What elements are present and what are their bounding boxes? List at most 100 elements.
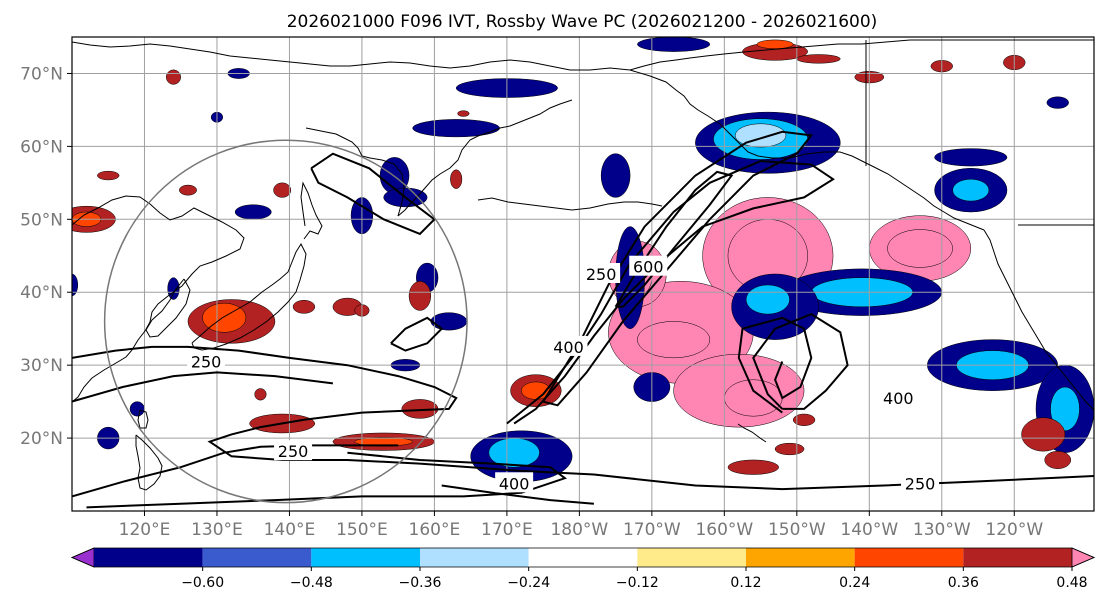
projection-circle [103, 139, 468, 504]
anomaly-blob-44 [1046, 96, 1069, 109]
anomaly-blob-24 [412, 119, 500, 138]
colorbar-box-2 [311, 548, 420, 567]
contour-label-6: 250 [586, 265, 617, 284]
contour-label-bg-3 [495, 472, 534, 493]
colorbar-box-8 [963, 548, 1072, 567]
x-tick-label-3: 150°E [336, 520, 388, 540]
coastline-north-america-west [983, 229, 1094, 411]
x-tick-label-1: 130°E [191, 520, 243, 540]
coastline-japan [191, 242, 307, 351]
map-area: 250 250 250 400 400 400 250 600 [72, 37, 1094, 511]
anomaly-blob-27 [934, 148, 1008, 167]
anomaly-blob-58 [408, 281, 432, 311]
colorbar-extend-low [70, 547, 95, 568]
contour-label-7: 600 [633, 258, 664, 277]
x-tick-label-9: 150°W [768, 520, 826, 540]
anomaly-blob-1 [887, 229, 953, 268]
colorbar-box-3 [420, 548, 529, 567]
colorbar-tick-label-8: 0.48 [1056, 575, 1087, 591]
contour-label-bg-5 [879, 386, 918, 407]
colorbar-box-7 [854, 548, 964, 567]
x-tick-label-4: 160°E [409, 520, 461, 540]
contour-label-bg-1 [187, 350, 226, 371]
contour-label-1: 250 [191, 353, 222, 372]
y-tick-label-2: 40°N [20, 283, 63, 303]
contour-label-2: 250 [905, 474, 936, 493]
ivt-contour-7 [506, 159, 835, 425]
x-tick-label-10: 140°W [840, 520, 898, 540]
anomaly-blob-61 [450, 169, 463, 189]
chart-title: 2026021000 F096 IVT, Rossby Wave PC (202… [287, 12, 878, 32]
coastline-taiwan [137, 409, 149, 429]
x-tick-label-8: 160°W [695, 520, 753, 540]
coastline-east-asia [72, 195, 245, 403]
ivt-contour-1 [72, 371, 334, 403]
coastline-kamchatka [397, 99, 573, 217]
x-axis-ticks: 120°E 130°E 140°E 150°E 160°E 170°E 180°W 170°W… [119, 511, 1043, 540]
contour-label-bg-0 [274, 440, 313, 461]
anomaly-blob-34 [637, 37, 711, 52]
colorbar-box-1 [202, 548, 312, 567]
colorbar-tick-label-1: −0.48 [290, 575, 333, 591]
y-axis-ticks: 20°N 30°N 40°N 50°N 60°N 70°N [20, 64, 72, 449]
anomaly-blob-65 [165, 69, 181, 85]
anomaly-blob-18 [1050, 386, 1080, 432]
coastline-alaska [629, 69, 985, 231]
anomaly-blob-75 [727, 459, 779, 475]
x-tick-label-0: 120°E [119, 520, 171, 540]
anomaly-blob-20 [745, 284, 790, 315]
anomaly-blob-30 [600, 153, 631, 198]
anomaly-blob-57 [292, 300, 316, 314]
y-tick-label-1: 30°N [20, 356, 63, 376]
ivt-contour-9 [542, 130, 814, 407]
anomaly-blob-63 [179, 184, 197, 196]
coastline-hawaii [737, 423, 767, 443]
contour-label-bg-2 [901, 472, 940, 493]
y-tick-label-5: 70°N [20, 64, 63, 84]
anomaly-blob-55 [254, 388, 267, 401]
ivt-contour-11 [310, 152, 436, 236]
x-tick-label-12: 120°W [985, 520, 1043, 540]
anomaly-blob-76 [774, 442, 805, 456]
anomaly-blob-39 [234, 204, 272, 220]
anomaly-blob-62 [97, 170, 120, 181]
colorbar-tick-label-7: 0.36 [948, 575, 979, 591]
anomaly-blob-26 [952, 178, 990, 202]
colorbar-box-5 [637, 548, 746, 567]
coastline-philippines [135, 434, 163, 491]
ivt-contour-4 [441, 484, 594, 505]
ivt-contour-label-layer: 250 250 250 400 400 400 250 600 [187, 255, 940, 493]
anomaly-blob-37 [430, 312, 468, 331]
contour-label-bg-7 [629, 255, 668, 276]
anomaly-blob-64 [273, 182, 292, 198]
colorbar-box-6 [746, 548, 855, 567]
ivt-contour-8 [614, 170, 734, 308]
coastline-layer [72, 39, 1094, 491]
contour-label-5: 400 [883, 389, 914, 408]
coastline-aleutians [477, 197, 663, 211]
anomaly-blob-66 [457, 110, 470, 117]
map-frame [71, 36, 1095, 512]
anomaly-blob-77 [792, 413, 816, 426]
x-tick-label-11: 130°W [913, 520, 971, 540]
anomaly-blob-5 [637, 321, 711, 359]
x-tick-label-6: 180°W [550, 520, 608, 540]
y-tick-label-3: 50°N [20, 210, 63, 230]
x-tick-label-5: 170°E [481, 520, 533, 540]
x-tick-label-2: 140°E [264, 520, 316, 540]
anomaly-blob-45 [72, 273, 79, 297]
colorbar-extend-high [1071, 547, 1096, 568]
y-tick-label-4: 60°N [20, 137, 63, 157]
anomaly-blob-70 [756, 39, 794, 49]
contour-label-bg-4 [549, 335, 588, 356]
colorbar: −0.60 −0.48 −0.36 −0.24 −0.12 0.12 0.24 0.36 0.4… [70, 547, 1096, 591]
ivt-contour-10 [390, 316, 444, 352]
anomaly-blob-7 [724, 379, 783, 417]
ivt-contour-3 [86, 451, 568, 509]
contour-label-4: 400 [553, 338, 584, 357]
colorbar-tick-label-5: 0.12 [730, 575, 761, 591]
colorbar-outline [70, 547, 1096, 568]
anomaly-blob-67 [1021, 417, 1066, 452]
colorbar-box-4 [528, 548, 638, 567]
